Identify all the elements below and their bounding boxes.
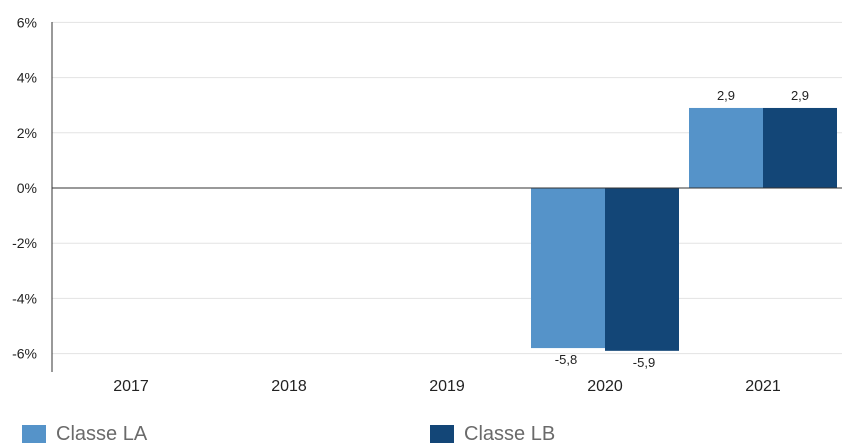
y-tick-label: 2% [17,125,37,141]
gridlines [52,21,842,355]
bar [763,107,837,188]
y-tick-label: -2% [12,235,37,251]
y-tick-label: 4% [17,70,37,86]
data-label: 2,9 [791,88,809,103]
data-label: -5,9 [633,355,655,370]
bars [531,107,837,351]
legend-item-classe-la: Classe LA [22,424,147,444]
x-tick-label: 2020 [587,378,623,395]
legend-label-classe-la: Classe LA [56,423,148,445]
y-tick-label: 0% [17,180,37,196]
x-tick-label: 2021 [745,378,781,395]
bar [605,188,679,351]
data-label: 2,9 [717,88,735,103]
x-tick-label: 2018 [271,378,307,395]
bar-chart: 6%4%2%0%-2%-4%-6% -5,8 -5,92,9 2,9 2017 201… [12,14,842,395]
x-axis-ticks: 2017 2018 2019 2020 2021 [113,378,781,395]
x-tick-label: 2019 [429,378,465,395]
y-axis-ticks: 6% 4% 2% 0% -2% -4% -6% [12,14,37,361]
x-tick-label: 2017 [113,378,149,395]
data-labels: -5,8 -5,9 2,9 2,9 [555,88,809,370]
bar [531,188,605,349]
legend-swatch-classe-la [22,425,46,443]
bar [689,107,763,188]
y-tick-label: 6% [17,14,37,30]
y-tick-label: -4% [12,290,37,306]
legend-label-classe-lb: Classe LB [464,423,556,445]
legend-item-classe-lb: Classe LB [430,424,555,444]
legend-swatch-classe-lb [430,425,454,443]
y-tick-label: -6% [12,346,37,362]
data-label: -5,8 [555,352,577,367]
